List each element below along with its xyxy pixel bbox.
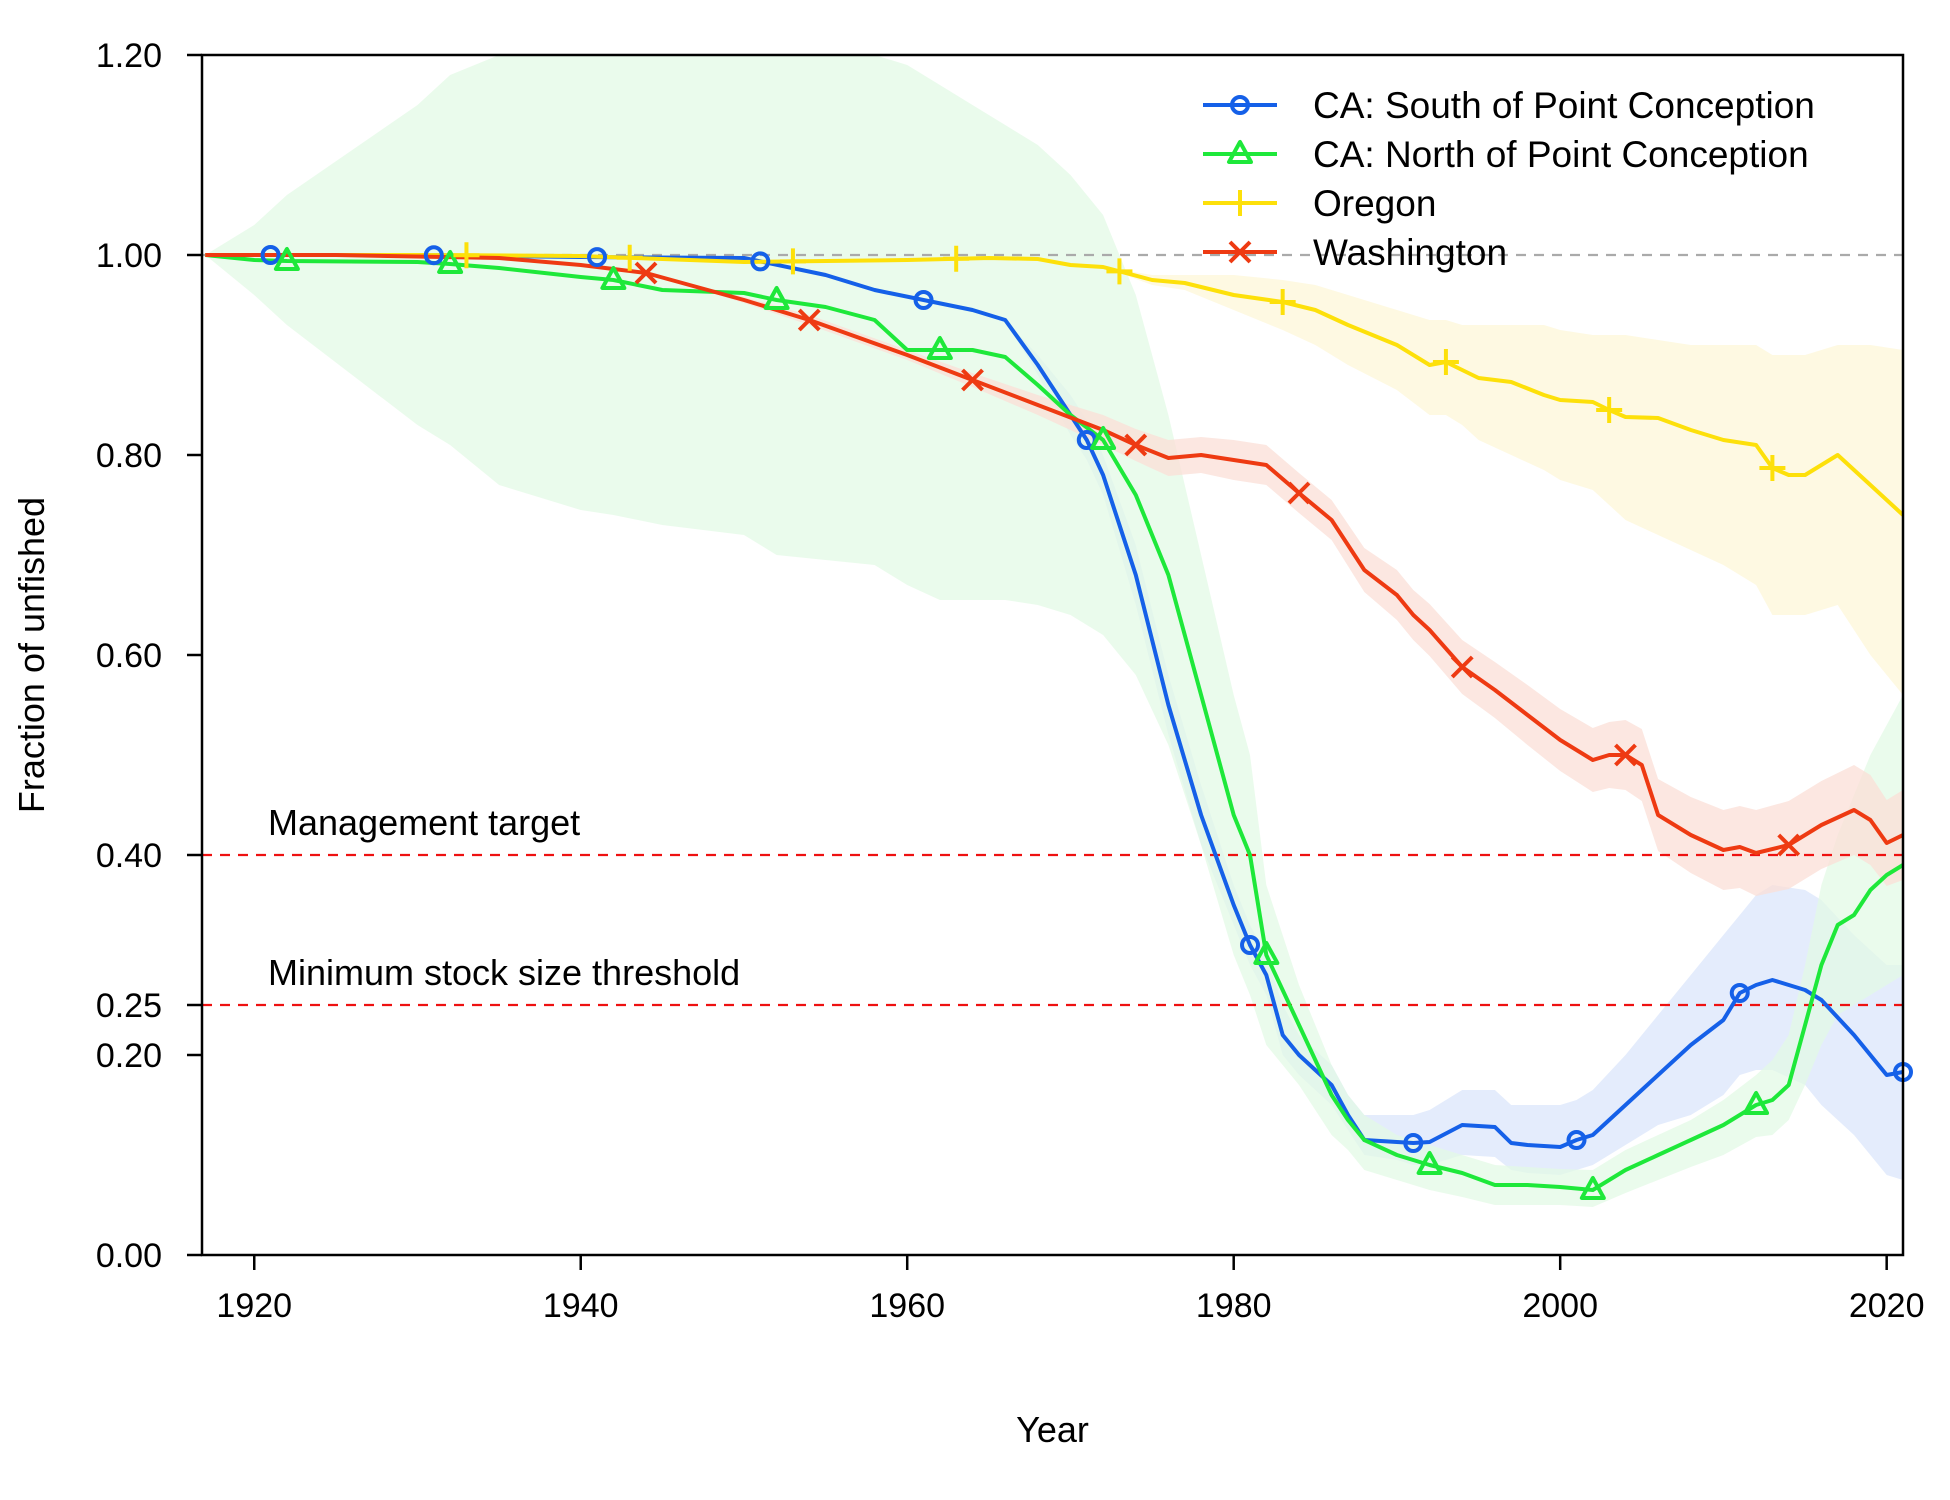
legend: CA: South of Point Conception CA: North o…	[1203, 85, 1815, 273]
marker-ca-north-of-point-conception-1992	[1416, 1151, 1443, 1175]
marker-ca-north-of-point-conception-1952	[763, 286, 790, 310]
marker-ca-south-of-point-conception-1941	[587, 247, 608, 268]
y-tick-label-0.6: 0.60	[96, 637, 162, 675]
series-markers	[260, 242, 1913, 1200]
legend-label-washington: Washington	[1313, 232, 1507, 273]
legend-label-ca-south-of-point-conception: CA: South of Point Conception	[1313, 85, 1815, 126]
marker-oregon-1993	[1432, 349, 1459, 375]
marker-ca-north-of-point-conception-2012	[1743, 1091, 1770, 1115]
y-tick-label-0: 0.00	[96, 1237, 162, 1275]
marker-washington-1974	[1124, 433, 1148, 457]
marker-washington-1944	[634, 261, 658, 285]
series-lines	[205, 253, 1903, 1192]
x-tick-label-1940: 1940	[543, 1287, 619, 1325]
marker-ca-south-of-point-conception-2001	[1566, 1130, 1587, 1150]
y-tick-label-1.2: 1.20	[96, 37, 162, 75]
band-oregon	[205, 255, 1903, 695]
x-axis-title: Year	[1016, 1409, 1089, 1450]
marker-washington-1994	[1450, 655, 1474, 679]
marker-ca-north-of-point-conception-1962	[926, 336, 953, 360]
reference-lines: Management target Minimum stock size thre…	[202, 253, 1903, 1007]
marker-oregon-1953	[779, 248, 806, 275]
legend-marker-ca-north-of-point-conception	[1227, 140, 1253, 164]
legend-marker-ca-south-of-point-conception	[1230, 95, 1250, 115]
y-axis-title: Fraction of unfished	[11, 497, 52, 813]
marker-ca-north-of-point-conception-1932	[437, 250, 464, 274]
marker-ca-south-of-point-conception-2011	[1729, 983, 1750, 1003]
marker-ca-north-of-point-conception-2002	[1579, 1176, 1606, 1200]
marker-washington-1954	[797, 308, 821, 332]
marker-washington-1964	[961, 368, 984, 392]
x-tick-label-2020: 2020	[1849, 1287, 1925, 1325]
marker-washington-2004	[1614, 743, 1637, 767]
confidence-bands	[205, 55, 1903, 1207]
marker-oregon-1933	[453, 242, 480, 269]
marker-washington-2014	[1777, 833, 1801, 857]
y-tick-label-0.25: 0.25	[96, 987, 162, 1025]
y-tick-label-1: 1.00	[96, 237, 162, 275]
marker-ca-south-of-point-conception-1991	[1403, 1133, 1424, 1153]
marker-oregon-1973	[1106, 258, 1133, 285]
y-tick-label-0.2: 0.20	[96, 1037, 162, 1075]
marker-ca-north-of-point-conception-1982	[1253, 941, 1280, 965]
x-tick-label-2000: 2000	[1522, 1287, 1598, 1325]
y-tick-label-0.4: 0.40	[96, 837, 162, 875]
ref-label-minimum-stock-size-threshold: Minimum stock size threshold	[268, 952, 740, 993]
marker-washington-1984	[1287, 481, 1311, 505]
x-tick-label-1980: 1980	[1196, 1287, 1272, 1325]
marker-oregon-1943	[616, 244, 643, 271]
marker-oregon-2013	[1759, 455, 1786, 481]
marker-oregon-2003	[1596, 397, 1623, 423]
marker-oregon-1963	[943, 245, 970, 272]
x-tick-label-1960: 1960	[869, 1287, 945, 1325]
x-axis: 1920 1940 1960 1980 2000 2020	[216, 1255, 1924, 1325]
marker-ca-south-of-point-conception-1981	[1240, 935, 1261, 955]
ref-label-management-target: Management target	[268, 802, 580, 843]
x-tick-label-1920: 1920	[216, 1287, 292, 1325]
band-washington	[205, 255, 1903, 896]
legend-label-oregon: Oregon	[1313, 183, 1436, 224]
legend-marker-oregon	[1227, 190, 1253, 216]
marker-ca-south-of-point-conception-1961	[913, 290, 934, 310]
marker-oregon-1983	[1269, 289, 1296, 315]
band-ca-north-of-point-conception	[205, 55, 1903, 1207]
line-ca-south-of-point-conception	[205, 253, 1903, 1149]
marker-ca-north-of-point-conception-1972	[1090, 426, 1117, 450]
y-tick-label-0.8: 0.80	[96, 437, 162, 475]
marker-ca-north-of-point-conception-1922	[273, 247, 300, 271]
marker-ca-south-of-point-conception-1951	[750, 251, 771, 272]
marker-ca-south-of-point-conception-1921	[260, 245, 281, 265]
line-ca-north-of-point-conception	[205, 253, 1903, 1192]
legend-label-ca-north-of-point-conception: CA: North of Point Conception	[1313, 134, 1809, 175]
marker-ca-north-of-point-conception-1942	[600, 266, 627, 290]
y-axis: 0.00 0.20 0.25 0.40 0.60 0.80 1.00 1.20	[96, 37, 202, 1275]
line-washington	[205, 253, 1903, 855]
legend-marker-washington	[1228, 240, 1252, 264]
marker-ca-south-of-point-conception-1931	[423, 245, 444, 266]
